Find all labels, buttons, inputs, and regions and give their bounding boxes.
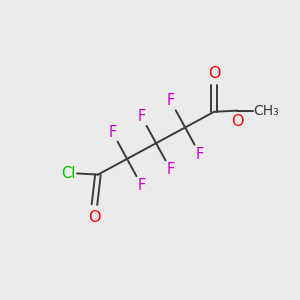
Text: F: F [138, 178, 146, 193]
Text: F: F [196, 147, 204, 162]
Text: F: F [137, 109, 146, 124]
Text: F: F [166, 93, 175, 108]
Text: F: F [167, 162, 175, 177]
Text: O: O [88, 210, 101, 225]
Text: CH₃: CH₃ [254, 103, 280, 118]
Text: F: F [108, 125, 116, 140]
Text: O: O [208, 66, 220, 81]
Text: O: O [231, 114, 244, 129]
Text: Cl: Cl [61, 166, 76, 181]
